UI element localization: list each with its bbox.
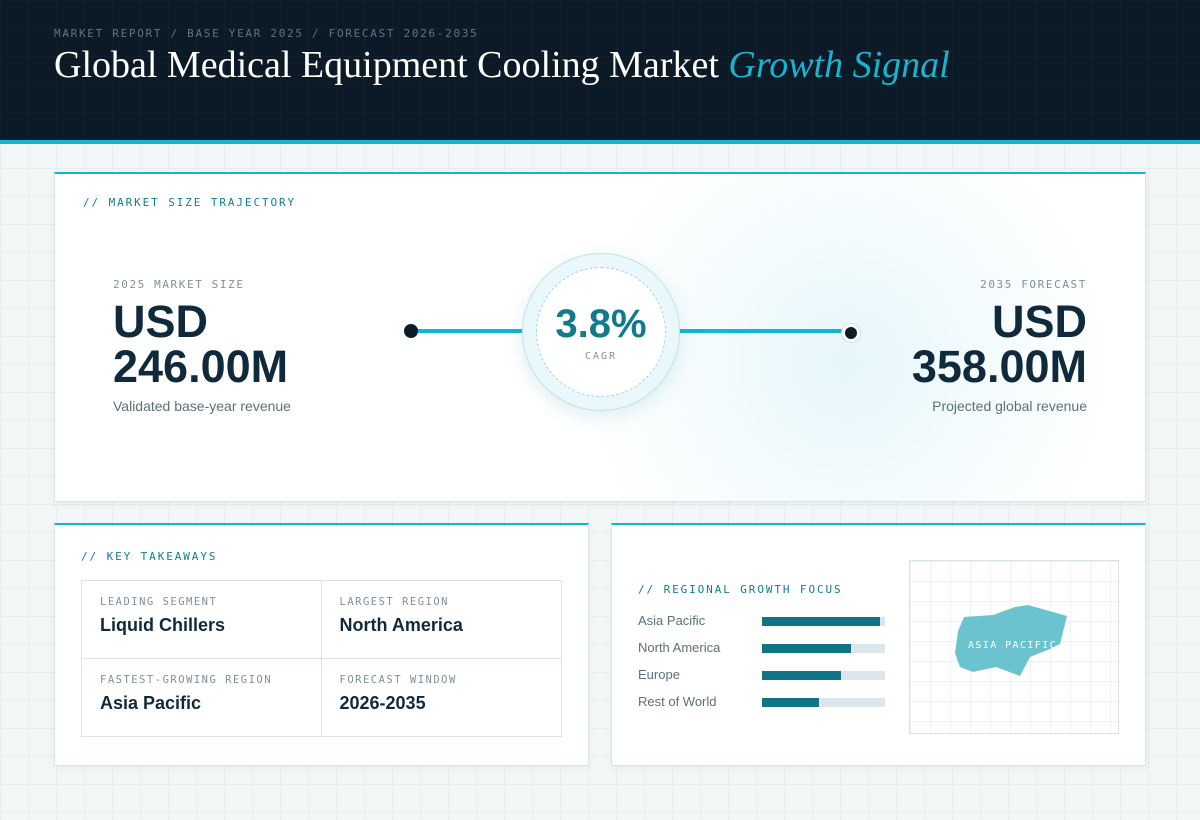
region-name: Rest of World: [638, 694, 717, 709]
region-bar-track: [762, 671, 885, 680]
takeaway-value: Asia Pacific: [100, 692, 202, 713]
region-name: North America: [638, 640, 721, 655]
takeaway-fastest-growing-region: FASTEST-GROWING REGION Asia Pacific: [82, 658, 322, 736]
region-bar-track: [762, 698, 885, 707]
region-row-north-america: North America: [638, 640, 888, 656]
title-main: Global Medical Equipment Cooling Market: [54, 44, 729, 86]
region-map: ASIA PACIFIC: [909, 560, 1119, 734]
takeaway-leading-segment: LEADING SEGMENT Liquid Chillers: [82, 581, 322, 659]
trajectory-start-dot: [404, 324, 418, 338]
region-bar-fill: [762, 644, 851, 653]
takeaway-value: Liquid Chillers: [100, 615, 226, 635]
asia-pacific-region-icon: [955, 605, 1067, 676]
takeaways-grid: LEADING SEGMENT Liquid Chillers LARGEST …: [81, 580, 562, 737]
section-label-trajectory: // MARKET SIZE TRAJECTORY: [83, 196, 297, 209]
report-header: MARKET REPORT / BASE YEAR 2025 / FORECAS…: [0, 0, 1200, 144]
takeaway-forecast-window: FORECAST WINDOW 2026-2035: [322, 659, 562, 737]
page-title: Global Medical Equipment Cooling Market …: [54, 42, 950, 88]
region-bar-track: [762, 644, 885, 653]
cagr-label: CAGR: [584, 351, 618, 362]
base-year-description: Validated base-year revenue: [113, 398, 291, 414]
cagr-value: 3.8%: [555, 302, 647, 346]
forecast-value: USD 358.00M: [911, 296, 1087, 392]
asia-pacific-map-shape: [955, 605, 1067, 676]
takeaway-caption: LEADING SEGMENT: [100, 596, 218, 608]
region-row-asia-pacific: Asia Pacific: [638, 613, 888, 629]
region-bar-track: [762, 617, 885, 626]
region-bar-fill: [762, 671, 841, 680]
title-accent: Growth Signal: [728, 44, 950, 86]
trajectory-end-dot: [842, 324, 860, 342]
forecast-description: Projected global revenue: [932, 398, 1087, 414]
takeaway-value: 2026-2035: [339, 692, 426, 713]
takeaway-caption: LARGEST REGION: [339, 596, 450, 608]
base-year-value: USD 246.00M: [113, 296, 289, 392]
cagr-inner-circle: 3.8% CAGR: [536, 267, 666, 397]
regional-growth-card: // REGIONAL GROWTH FOCUS Asia Pacific No…: [611, 523, 1146, 766]
report-breadcrumb: MARKET REPORT / BASE YEAR 2025 / FORECAS…: [54, 27, 479, 40]
takeaway-largest-region: LARGEST REGION North America: [321, 581, 561, 659]
cagr-badge: 3.8% CAGR: [522, 253, 680, 411]
section-label-takeaways: // KEY TAKEAWAYS: [81, 550, 218, 563]
market-size-trajectory-card: // MARKET SIZE TRAJECTORY 2025 MARKET SI…: [54, 172, 1146, 502]
takeaway-caption: FORECAST WINDOW: [339, 673, 457, 686]
region-row-rest-of-world: Rest of World: [638, 694, 888, 710]
map-region-label: ASIA PACIFIC: [968, 640, 1058, 651]
region-bar-fill: [762, 617, 881, 626]
takeaway-value: North America: [339, 615, 463, 635]
takeaway-caption: FASTEST-GROWING REGION: [100, 673, 273, 686]
region-bar-fill: [762, 698, 819, 707]
region-name: Asia Pacific: [638, 613, 706, 628]
forecast-caption: 2035 FORECAST: [980, 278, 1087, 291]
base-year-caption: 2025 MARKET SIZE: [113, 278, 245, 291]
region-row-europe: Europe: [638, 667, 888, 683]
section-label-regional: // REGIONAL GROWTH FOCUS: [638, 583, 843, 596]
key-takeaways-card: // KEY TAKEAWAYS LEADING SEGMENT Liquid …: [54, 523, 589, 766]
region-name: Europe: [638, 667, 680, 682]
